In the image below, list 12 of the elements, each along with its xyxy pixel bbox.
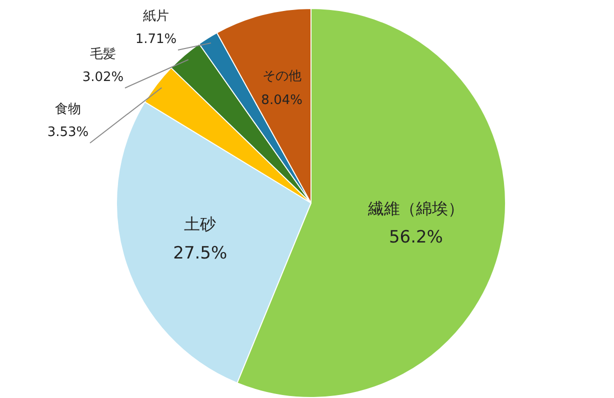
- slice-label: その他: [262, 68, 302, 84]
- slice-label: 土砂: [184, 214, 216, 234]
- data-label: 8.04%: [261, 92, 302, 108]
- data-label: 3.53%: [47, 124, 89, 140]
- data-label: 1.71%: [135, 32, 177, 47]
- data-label: 27.5%: [173, 243, 228, 264]
- data-label: 56.2%: [388, 228, 443, 248]
- data-label: 3.02%: [82, 70, 124, 85]
- slice-label: 食物: [55, 102, 81, 117]
- slice-label: 繊維（綿埃）: [366, 198, 464, 218]
- slice-label: 紙片: [143, 8, 169, 24]
- slice-label: 毛髪: [90, 46, 116, 62]
